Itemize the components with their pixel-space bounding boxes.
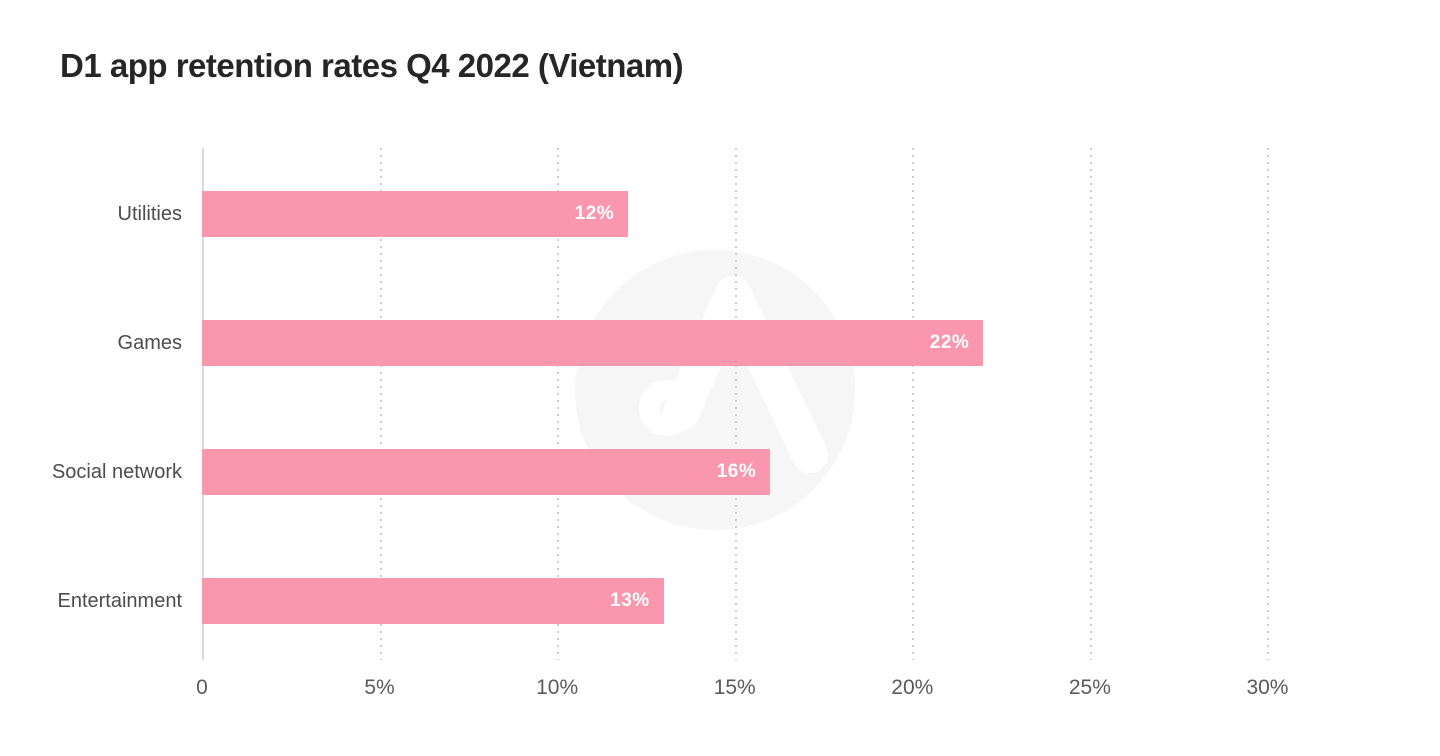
bar-value-label: 13% [610,590,650,611]
x-axis-tick-label: 25% [1068,676,1111,699]
gridline [912,148,915,660]
gridline [202,148,204,660]
x-axis-tick-label: 10% [536,676,579,699]
gridline [557,148,560,660]
gridline [379,148,382,660]
category-label: Entertainment [57,590,182,612]
bar-value-label: 16% [716,461,757,482]
x-axis-tick-label: 30% [1246,676,1289,699]
gridline [734,148,737,660]
plot-area: 0 5% 10% 15% 20% 25% 30% Utilities 12% Games 2… [52,148,1374,699]
bar: 22% [202,320,984,366]
bar-value-label: 22% [929,332,970,353]
x-axis-tick-label: 0 [196,676,208,699]
x-axis-tick-label: 5% [364,676,395,699]
chart-title: D1 app retention rates Q4 2022 (Vietnam) [60,47,684,84]
gridline [1267,148,1270,660]
category-label: Games [117,332,182,354]
x-axis-tick-label: 15% [713,676,756,699]
x-axis-tick-label: 20% [891,676,934,699]
bar: 12% [202,191,629,237]
gridline [1089,148,1092,660]
bar-value-label: 12% [574,203,615,224]
bar: 16% [202,449,771,495]
category-label: Utilities [117,203,182,225]
bar: 13% [202,578,664,624]
category-label: Social network [51,461,182,483]
